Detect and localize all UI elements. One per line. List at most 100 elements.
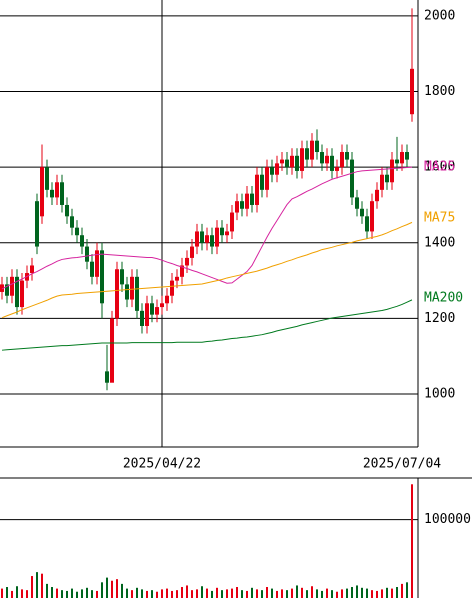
volume-bar (176, 590, 178, 598)
candle-body (55, 182, 59, 198)
volume-bar (411, 484, 413, 598)
y-tick-label: 1200 (424, 311, 455, 326)
volume-bar (326, 588, 328, 598)
candle-body (95, 250, 99, 277)
candle-body (105, 371, 109, 383)
legend-label: MA75 (424, 211, 455, 226)
volume-bar (161, 589, 163, 598)
candle-body (125, 284, 129, 300)
volume-bar (36, 572, 38, 598)
volume-bar (81, 589, 83, 598)
volume-bar (96, 590, 98, 598)
volume-bar (271, 588, 273, 598)
volume-bar (131, 590, 133, 598)
candle-body (265, 167, 269, 190)
volume-bar (186, 585, 188, 598)
y-tick-label: 1000 (424, 387, 455, 402)
candle-body (190, 246, 194, 258)
candle-body (260, 174, 264, 190)
volume-bar (341, 589, 343, 598)
candle-body (120, 269, 124, 285)
y-tick-label: 2000 (424, 8, 455, 23)
volume-bar (406, 582, 408, 598)
volume-bar (196, 589, 198, 598)
candle-body (310, 140, 314, 160)
candle-body (385, 174, 389, 183)
candle-body (5, 284, 9, 296)
candle-body (410, 68, 414, 115)
volume-bar (396, 587, 398, 598)
volume-bar (51, 587, 53, 598)
y-tick-label: 1600 (424, 160, 455, 175)
volume-bar (171, 590, 173, 598)
candle-body (250, 193, 254, 205)
candle-body (330, 155, 334, 171)
candle-body (375, 189, 379, 202)
candle-body (210, 235, 214, 247)
candle-body (50, 189, 54, 198)
volume-bar (376, 590, 378, 598)
volume-bar (336, 591, 338, 598)
volume-bar (351, 587, 353, 598)
volume-bar (116, 579, 118, 598)
volume-bar (366, 588, 368, 598)
volume-bar (66, 590, 68, 598)
candle-body (270, 167, 274, 175)
volume-bar (76, 591, 78, 598)
candle-body (255, 174, 259, 205)
volume-bar (371, 590, 373, 598)
candle-body (230, 212, 234, 232)
y-tick-label: 1400 (424, 235, 455, 250)
candle-body (85, 246, 89, 262)
y-tick-label: 1800 (424, 84, 455, 99)
candle-body (285, 159, 289, 168)
volume-bar (291, 588, 293, 598)
volume-bar (321, 590, 323, 598)
volume-bar (11, 590, 13, 598)
candle-body (185, 257, 189, 266)
volume-tick-label: 100000 (424, 512, 471, 527)
volume-bar (216, 587, 218, 598)
volume-bar (206, 588, 208, 598)
candle-body (110, 318, 114, 383)
volume-bar (301, 587, 303, 598)
moving-average-line (1, 221, 413, 319)
volume-bar (311, 586, 313, 598)
moving-average-line (1, 299, 413, 351)
volume-bar (111, 580, 113, 598)
candle-body (140, 310, 144, 326)
volume-bar (236, 587, 238, 598)
candle-body (280, 159, 284, 164)
volume-bar (221, 590, 223, 598)
volume-bar (356, 585, 358, 598)
candle-body (135, 276, 139, 311)
candle-body (360, 208, 364, 217)
candle-body (300, 148, 304, 171)
candle-body (320, 152, 324, 164)
candle-body (30, 265, 34, 274)
candle-body (345, 152, 349, 160)
candle-body (215, 227, 219, 247)
candle-body (205, 235, 209, 243)
x-tick-label: 2025/07/04 (363, 457, 441, 472)
volume-bar (306, 590, 308, 598)
volume-bar (266, 587, 268, 598)
candle-body (65, 204, 69, 217)
volume-bar (391, 588, 393, 598)
volume-bar (86, 587, 88, 598)
candle-body (390, 159, 394, 183)
volume-bar (281, 589, 283, 598)
x-tick-label: 2025/04/22 (123, 457, 201, 472)
volume-bar (56, 588, 58, 598)
candle-body (240, 201, 244, 209)
volume-bar (346, 588, 348, 598)
candle-body (35, 201, 39, 247)
volume-bar (261, 590, 263, 598)
volume-bar (201, 586, 203, 598)
candle-body (355, 197, 359, 209)
candle-body (90, 261, 94, 277)
candle-body (170, 280, 174, 296)
volume-bar (316, 589, 318, 598)
candle-body (20, 280, 24, 308)
candle-body (315, 140, 319, 153)
